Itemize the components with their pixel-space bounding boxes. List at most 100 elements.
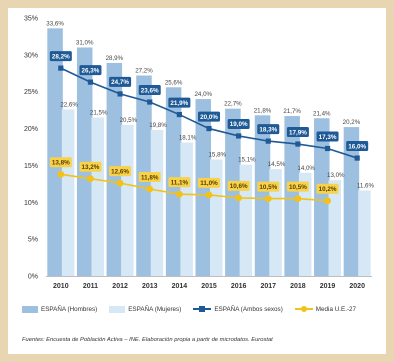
data-label-hombres: 21,4%: [313, 110, 331, 117]
label-box-ambos: [227, 118, 250, 129]
label-box-ue: [109, 166, 132, 177]
bar-mujeres: [180, 142, 193, 276]
bar-hombres: [225, 108, 241, 276]
label-box-ambos: [79, 65, 102, 76]
x-tick-label: 2020: [349, 283, 365, 290]
data-label-mujeres: 22,6%: [60, 101, 78, 108]
label-box-ambos: [138, 85, 161, 96]
label-box-ue: [316, 183, 339, 194]
legend-label-hombres: ESPAÑA (Hombres): [41, 305, 98, 313]
bar-hombres: [284, 116, 300, 276]
legend-item-hombres: ESPAÑA (Hombres): [22, 305, 98, 313]
data-label-hombres: 31,0%: [76, 39, 94, 46]
bar-mujeres: [210, 159, 223, 276]
bar-mujeres: [358, 190, 371, 276]
x-tick-label: 2016: [231, 283, 247, 290]
data-label-hombres: 22,7%: [224, 101, 242, 108]
label-box-ue: [49, 157, 72, 168]
data-label-hombres: 28,9%: [106, 55, 124, 62]
label-box-ambos: [109, 76, 132, 87]
point-ambos: [176, 111, 182, 118]
data-label-ue: 10,2%: [319, 186, 337, 193]
legend-swatch-hombres: [22, 305, 38, 313]
label-box-ue: [286, 181, 309, 192]
legend-swatch-mujeres: [109, 305, 126, 313]
point-ue: [116, 179, 124, 187]
data-label-ambos: 21,9%: [170, 100, 188, 107]
point-ue: [294, 195, 302, 203]
data-label-mujeres: 20,5%: [120, 117, 138, 124]
y-tick-label: 5%: [28, 237, 38, 244]
x-tick-label: 2017: [260, 283, 276, 290]
x-tick-label: 2014: [172, 283, 188, 290]
y-tick-label: 25%: [24, 89, 38, 96]
data-label-ue: 11,8%: [141, 174, 159, 181]
data-label-mujeres: 13,0%: [327, 172, 345, 179]
label-box-ambos: [346, 141, 369, 152]
bar-mujeres: [150, 130, 164, 276]
data-label-hombres: 21,8%: [254, 107, 272, 114]
label-box-ue: [168, 177, 191, 188]
y-tick-label: 15%: [24, 163, 38, 170]
data-label-ambos: 20,0%: [200, 114, 218, 121]
bar-hombres: [343, 127, 360, 277]
data-label-ue: 13,8%: [52, 160, 70, 167]
point-ambos: [265, 138, 271, 144]
y-tick-label: 0%: [28, 274, 38, 281]
point-ue: [205, 191, 213, 199]
point-ue: [146, 185, 154, 193]
x-tick-label: 2012: [112, 283, 128, 290]
chart-svg: 0% 5% 10% 15% 20% 25% 30% 35% 2010 2011 2012 2013 20…: [24, 16, 374, 291]
label-box-ambos: [198, 111, 220, 122]
point-ambos: [58, 65, 64, 71]
chart-legend: ESPAÑA (Hombres) ESPAÑA (Mujeres) ESPAÑA…: [22, 305, 356, 313]
point-ue: [235, 194, 243, 202]
legend-item-mujeres: ESPAÑA (Mujeres): [109, 305, 182, 313]
label-box-ambos: [286, 127, 309, 138]
data-label-ambos: 28,2%: [52, 53, 70, 60]
data-label-ambos: 16,0%: [348, 143, 366, 150]
point-ambos: [87, 79, 94, 85]
data-label-mujeres: 15,1%: [238, 157, 256, 164]
point-ambos: [236, 133, 242, 139]
label-box-ue: [198, 177, 220, 188]
bar-mujeres: [121, 124, 134, 276]
y-tick-label: 30%: [24, 52, 38, 59]
data-label-hombres: 20,2%: [343, 119, 361, 126]
point-ambos: [206, 125, 212, 132]
data-label-hombres: 21,7%: [283, 108, 301, 115]
point-ambos: [117, 91, 123, 97]
chart-frame: 0% 5% 10% 15% 20% 25% 30% 35% 2010 2011 2012 2013 20…: [8, 8, 386, 354]
data-label-ambos: 19,0%: [230, 121, 248, 128]
point-ue: [175, 190, 183, 198]
data-label-ue: 11,0%: [200, 180, 218, 187]
label-box-ue: [79, 161, 102, 172]
label-box-ambos: [49, 51, 72, 62]
point-ue: [57, 170, 65, 178]
legend-label-mujeres: ESPAÑA (Mujeres): [128, 305, 182, 313]
y-tick-label: 10%: [24, 200, 38, 207]
data-label-mujeres: 15,8%: [208, 152, 226, 159]
label-box-ambos: [316, 131, 339, 142]
data-label-ambos: 18,3%: [259, 126, 277, 133]
y-tick-label: 35%: [24, 16, 38, 23]
point-ambos: [354, 155, 360, 161]
label-box-ue: [138, 172, 161, 183]
x-tick-label: 2011: [83, 283, 98, 290]
point-ue: [87, 175, 94, 183]
bar-hombres: [314, 118, 330, 276]
data-label-hombres: 25,6%: [165, 79, 183, 86]
point-ambos: [324, 145, 331, 152]
data-label-ue: 13,2%: [82, 164, 100, 171]
data-label-mujeres: 14,5%: [268, 161, 286, 168]
bar-mujeres: [269, 169, 282, 276]
line-ue: [60, 173, 328, 202]
data-label-mujeres: 19,8%: [149, 122, 167, 129]
data-label-ambos: 17,9%: [289, 129, 307, 136]
data-label-mujeres: 21,5%: [90, 110, 108, 117]
point-ambos: [147, 99, 153, 105]
data-label-ambos: 24,7%: [111, 79, 129, 86]
label-box-ue: [257, 181, 280, 192]
data-label-mujeres: 18,1%: [179, 135, 197, 142]
legend-item-ambos: ESPAÑA (Ambos sexos): [193, 305, 283, 313]
